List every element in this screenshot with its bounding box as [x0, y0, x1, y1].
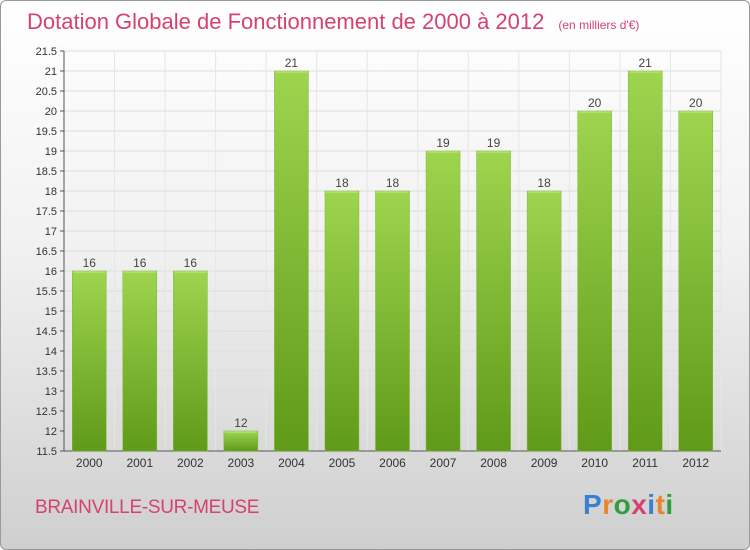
y-tick-label: 17.5: [36, 206, 57, 218]
y-tick-label: 21: [45, 66, 57, 78]
bar-2009: [526, 190, 562, 452]
x-tick-label-2000: 2000: [76, 456, 103, 470]
logo-letter: x: [631, 489, 648, 520]
y-tick-label: 13.5: [36, 366, 57, 378]
data-label-2008: 19: [487, 136, 501, 150]
y-tick-label: 17: [45, 226, 57, 238]
x-tick-label-2005: 2005: [329, 456, 356, 470]
y-tick-label: 13: [45, 386, 57, 398]
bar-2000: [72, 270, 107, 452]
bar-2001: [122, 270, 158, 452]
chart-title: Dotation Globale de Fonctionnement de 20…: [27, 9, 640, 34]
x-tick-label-2009: 2009: [531, 456, 558, 470]
logo-letter: o: [613, 489, 632, 520]
x-tick-label-2011: 2011: [632, 456, 658, 470]
x-tick-label-2012: 2012: [682, 456, 709, 470]
data-label-2001: 16: [133, 256, 147, 270]
data-label-2006: 18: [386, 176, 400, 190]
bar-2008: [476, 150, 511, 452]
data-label-2000: 16: [83, 256, 97, 270]
commune-name: BRAINVILLE-SUR-MEUSE: [35, 497, 260, 518]
data-label-2003: 12: [234, 416, 248, 430]
y-tick-label: 11.5: [36, 446, 57, 458]
bar-2004: [274, 70, 309, 452]
y-tick-label: 16: [45, 266, 57, 278]
y-tick-label: 12.5: [36, 406, 57, 418]
logo-letter: t: [655, 489, 666, 520]
unit-label: (en milliers d'€): [558, 18, 640, 32]
bar-2005: [324, 190, 360, 452]
bar-2011: [627, 70, 663, 452]
data-label-2007: 19: [436, 136, 450, 150]
logo-letter: i: [647, 489, 656, 520]
y-tick-label: 21.5: [36, 46, 57, 58]
x-tick-label-2004: 2004: [278, 456, 305, 470]
x-tick-label-2007: 2007: [430, 456, 457, 470]
data-label-2010: 20: [588, 96, 602, 110]
y-tick-label: 16.5: [36, 246, 57, 258]
y-tick-label: 15.5: [36, 286, 57, 298]
bar-2007: [425, 150, 461, 452]
y-tick-label: 20.5: [36, 86, 57, 98]
y-tick-label: 20: [45, 106, 57, 118]
data-label-2011: 21: [639, 56, 653, 70]
y-tick-label: 14: [45, 346, 57, 358]
data-label-2009: 18: [537, 176, 551, 190]
x-tick-label-2002: 2002: [177, 456, 204, 470]
proxiti-logo: Proxiti: [583, 489, 674, 521]
bar-2006: [375, 190, 410, 452]
y-tick-label: 18: [45, 186, 57, 198]
data-label-2004: 21: [285, 56, 299, 70]
data-label-2012: 20: [689, 96, 703, 110]
logo-letter: P: [583, 489, 603, 520]
x-tick-label-2006: 2006: [379, 456, 406, 470]
bar-2012: [678, 110, 713, 452]
x-tick-label-2010: 2010: [581, 456, 608, 470]
x-tick-label-2001: 2001: [126, 456, 153, 470]
logo-letter: r: [602, 489, 614, 520]
data-label-2002: 16: [184, 256, 198, 270]
bar-2003: [223, 430, 259, 452]
data-label-2005: 18: [335, 176, 349, 190]
y-tick-label: 12: [45, 426, 57, 438]
x-tick-label-2003: 2003: [228, 456, 255, 470]
x-tick-label-2008: 2008: [480, 456, 507, 470]
y-tick-label: 19: [45, 146, 57, 158]
y-tick-label: 14.5: [36, 326, 57, 338]
y-tick-label: 18.5: [36, 166, 57, 178]
bar-2002: [173, 270, 208, 452]
bar-2010: [577, 110, 612, 452]
y-tick-label: 15: [45, 306, 57, 318]
y-tick-label: 19.5: [36, 126, 57, 138]
bars: 16 16 16 12 21 18 18 19 19 18 20 21 20: [72, 56, 713, 452]
logo-letter: i: [665, 489, 674, 520]
